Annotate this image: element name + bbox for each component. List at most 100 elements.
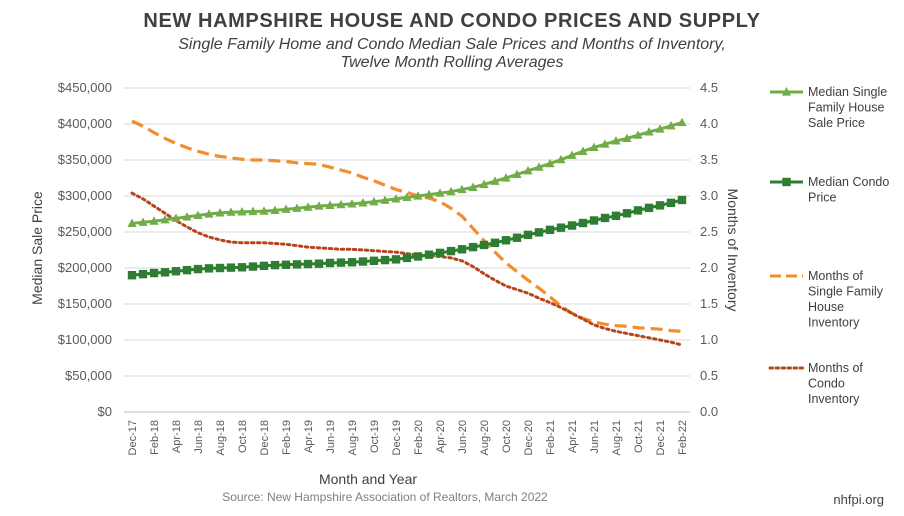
x-tick-label: Jun-19 — [325, 420, 337, 454]
data-point — [644, 203, 654, 213]
data-point — [501, 236, 511, 245]
data-point — [259, 261, 269, 271]
data-point — [446, 186, 456, 196]
legend-label: Sale Price — [808, 116, 865, 130]
data-point — [391, 255, 401, 264]
series-group — [127, 117, 687, 347]
data-point — [226, 207, 236, 216]
data-point — [281, 204, 291, 213]
data-point — [556, 223, 566, 232]
data-point — [468, 242, 478, 252]
x-tick-label: Oct-20 — [501, 420, 513, 453]
data-point — [644, 127, 654, 136]
x-tick-label: Feb-19 — [281, 420, 293, 455]
data-point — [127, 218, 137, 227]
data-point — [490, 238, 500, 247]
y-tick-label: $250,000 — [58, 224, 112, 239]
y2-tick-label: 2.5 — [700, 224, 718, 239]
data-point — [424, 189, 434, 199]
data-point — [259, 206, 269, 215]
data-point — [534, 228, 544, 237]
legend-label: Price — [808, 191, 837, 205]
x-tick-label: Oct-18 — [237, 420, 249, 453]
x-tick-label: Oct-19 — [369, 420, 381, 453]
chart-subtitle-line-2: Twelve Month Rolling Averages — [340, 54, 564, 71]
data-point — [523, 166, 533, 175]
data-point — [347, 199, 357, 208]
data-point — [677, 117, 687, 127]
data-point — [358, 198, 368, 207]
data-point — [424, 250, 434, 259]
legend-label: Condo — [808, 377, 845, 391]
data-point — [567, 221, 577, 230]
data-point — [468, 182, 478, 191]
data-point — [215, 263, 225, 273]
data-point — [622, 133, 632, 142]
x-tick-label: Feb-20 — [413, 420, 425, 455]
y-axis-label: Median Sale Price — [29, 191, 45, 305]
data-point — [347, 258, 357, 267]
y2-tick-label: 4.5 — [700, 80, 718, 95]
data-point — [303, 259, 313, 269]
data-point — [149, 268, 159, 278]
data-point — [193, 264, 203, 274]
data-point — [292, 260, 302, 269]
data-point — [512, 233, 522, 242]
data-point — [490, 176, 500, 185]
brand-label: nhfpi.org — [833, 492, 884, 507]
x-tick-label: Apr-21 — [567, 420, 579, 453]
y2-tick-label: 2.0 — [700, 260, 718, 275]
data-point — [182, 265, 192, 275]
x-tick-label: Dec-21 — [655, 420, 667, 455]
data-point — [413, 252, 423, 261]
legend-label: Median Condo — [808, 175, 889, 189]
data-point — [182, 212, 192, 221]
series-line — [131, 119, 683, 333]
x-tick-label: Aug-21 — [611, 420, 623, 455]
y2-tick-label: 0.0 — [700, 404, 718, 419]
chart-title: NEW HAMPSHIRE HOUSE AND CONDO PRICES AND… — [143, 10, 761, 32]
data-point — [666, 198, 676, 208]
y-tick-label: $150,000 — [58, 296, 112, 311]
data-point — [171, 213, 181, 222]
data-point — [545, 225, 555, 235]
data-point — [314, 259, 324, 268]
data-point — [204, 264, 214, 273]
data-point — [611, 136, 621, 145]
legend-label: Inventory — [808, 392, 860, 406]
x-tick-label: Aug-20 — [479, 420, 491, 455]
gridlines — [124, 87, 690, 413]
data-point — [457, 245, 467, 254]
data-point — [600, 213, 610, 223]
y-tick-label: $100,000 — [58, 332, 112, 347]
x-tick-label: Aug-19 — [347, 420, 359, 455]
data-point — [270, 205, 280, 214]
data-point — [292, 203, 302, 212]
data-point — [435, 248, 445, 258]
y-tick-label: $350,000 — [58, 152, 112, 167]
data-point — [325, 200, 335, 209]
y-tick-label: $50,000 — [65, 368, 112, 383]
data-point — [457, 184, 467, 194]
data-point — [501, 173, 511, 182]
data-point — [512, 169, 522, 178]
source-note: Source: New Hampshire Association of Rea… — [222, 490, 548, 504]
data-point — [534, 162, 544, 171]
legend-label: House — [808, 300, 844, 314]
data-point — [380, 255, 390, 265]
data-point — [435, 188, 445, 197]
series-line — [131, 198, 683, 277]
data-point — [369, 196, 379, 206]
legend-label: Months of — [808, 269, 863, 283]
x-axis-ticks: Dec-17 Feb-18 Apr-18 Jun-18 Aug-18 Oct-18 Dec-… — [127, 420, 689, 455]
data-point — [402, 192, 412, 202]
data-point — [479, 240, 489, 250]
x-tick-label: Apr-19 — [303, 420, 315, 453]
data-point — [622, 209, 632, 218]
y-tick-label: $200,000 — [58, 260, 112, 275]
x-tick-label: Dec-17 — [127, 420, 139, 455]
data-point — [160, 268, 170, 277]
x-tick-label: Oct-21 — [633, 420, 645, 453]
